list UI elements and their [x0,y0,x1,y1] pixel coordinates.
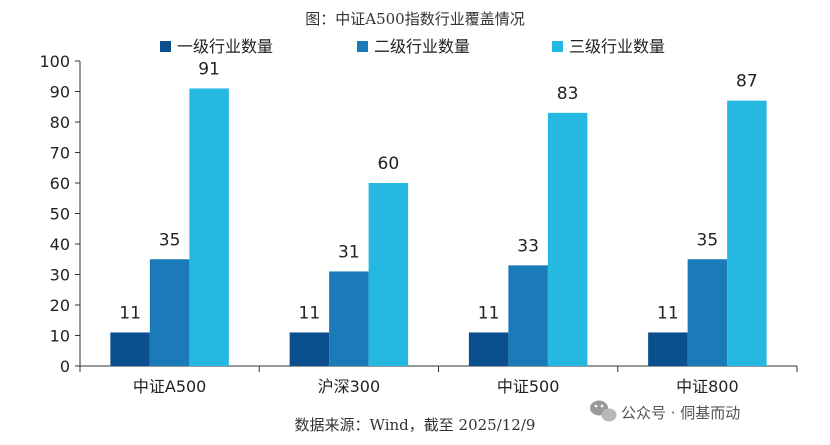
legend-swatch [357,41,368,52]
bar [547,112,588,366]
bar [687,259,728,366]
data-labels: 11 11 11 11 35 31 33 35 91 60 83 87 [119,59,757,323]
x-tick-label: 中证800 [676,377,739,396]
watermark-text: 公众号 · 侗基而动 [621,404,740,422]
y-tick-label: 50 [50,205,70,224]
data-label: 35 [697,230,719,250]
y-tick-label: 60 [50,174,70,193]
y-tick-label: 90 [50,83,70,102]
bar [189,88,229,366]
data-label: 11 [119,303,141,323]
bar [368,183,409,366]
data-label: 33 [517,236,539,256]
bar [508,265,548,366]
x-axis: 中证A500 沪深300 中证500 中证800 [79,365,798,396]
data-label: 11 [299,303,321,323]
legend-label: 三级行业数量 [569,37,665,56]
bar [468,332,509,366]
y-axis: 0 10 20 30 40 50 60 70 80 90 100 [39,52,81,376]
data-label: 35 [159,230,181,250]
data-label: 83 [557,84,579,104]
bar [149,259,190,366]
x-tick-label: 沪深300 [318,377,381,396]
data-label: 11 [478,303,500,323]
data-label: 31 [338,242,360,262]
x-tick-label: 中证500 [497,377,560,396]
bars [110,88,767,367]
watermark: 公众号 · 侗基而动 [590,400,740,422]
y-tick-label: 10 [50,327,70,346]
data-label: 87 [736,72,758,92]
chart-title: 图：中证A500指数行业覆盖情况 [305,10,524,28]
y-tick-label: 70 [50,144,70,163]
data-label: 11 [657,303,679,323]
bar [648,332,688,366]
data-label: 60 [378,154,400,174]
legend-swatch [160,41,171,52]
bar [329,271,369,366]
y-tick-label: 80 [50,113,70,132]
y-tick-label: 30 [50,266,70,285]
bar [289,332,330,366]
source-note: 数据来源：Wind，截至 2025/12/9 [295,416,536,434]
legend-swatch [552,41,563,52]
y-tick-label: 0 [60,357,70,376]
bar [727,100,767,367]
bar [110,332,150,366]
wechat-icon [590,400,617,422]
legend: 一级行业数量 二级行业数量 三级行业数量 [160,37,665,56]
y-tick-label: 40 [50,235,70,254]
y-tick-label: 20 [50,296,70,315]
x-tick-label: 中证A500 [133,377,207,396]
legend-label: 一级行业数量 [177,37,273,56]
y-tick-label: 100 [39,52,70,71]
data-label: 91 [198,59,220,79]
legend-label: 二级行业数量 [374,37,470,56]
